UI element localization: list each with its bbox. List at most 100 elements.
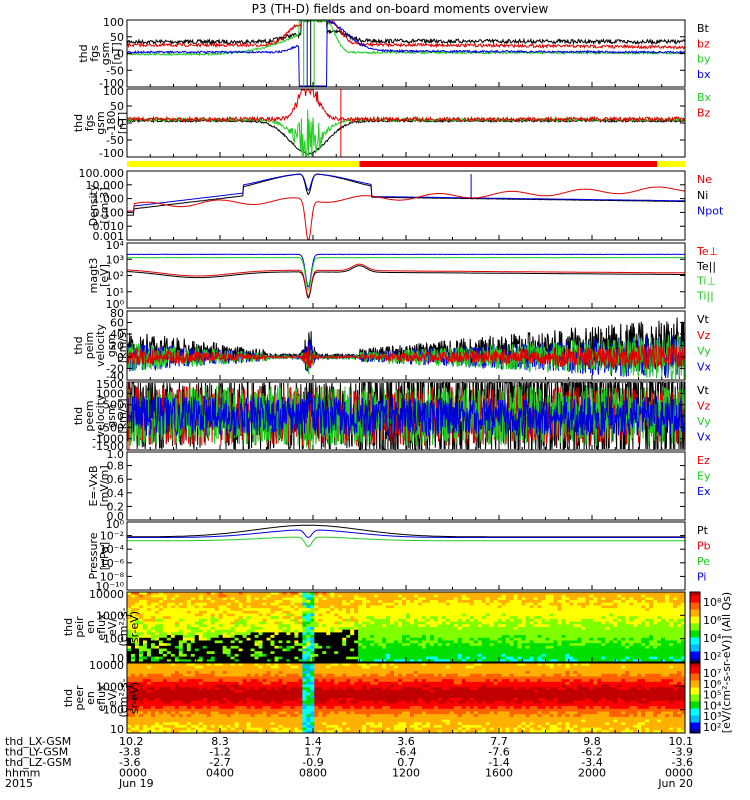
peir-cell [497, 597, 503, 601]
peir-cell [266, 618, 272, 623]
peir-cell [158, 632, 164, 636]
peir-cell [202, 600, 208, 604]
legend-entry: Ni [697, 189, 708, 202]
peir-cell [573, 624, 578, 628]
peir-cell [342, 653, 347, 658]
peir-cell [457, 613, 463, 617]
peir-cell [194, 621, 200, 625]
peir-cell [150, 597, 156, 601]
peer-cell [206, 706, 212, 710]
peir-cell [194, 594, 200, 598]
peir-cell [314, 632, 319, 636]
legend-entry: Te|| [696, 260, 716, 273]
peir-cell [581, 605, 586, 609]
peir-cell [417, 629, 423, 633]
peir-cell [629, 621, 634, 625]
peir-cell [653, 632, 658, 636]
peir-cell [146, 629, 152, 633]
peir-cell [681, 600, 685, 604]
peer-cell [166, 679, 172, 683]
peir-cell [386, 610, 391, 615]
peir-cell [306, 613, 311, 617]
peir-cell [274, 635, 280, 639]
peir-cell [469, 645, 475, 650]
peir-cell [202, 597, 208, 601]
peir-cell [437, 656, 443, 660]
peer-cell [210, 692, 216, 696]
y-tick-label: 100 [103, 16, 124, 29]
peer-cell [130, 703, 136, 707]
peir-cell [278, 651, 284, 655]
peir-cell [130, 605, 136, 609]
peir-cell [214, 610, 220, 615]
peir-cell [565, 618, 571, 623]
peir-cell [326, 629, 331, 633]
peir-cell [417, 659, 423, 662]
peir-cell [290, 629, 295, 633]
peir-cell [477, 637, 483, 642]
peir-cell [541, 640, 547, 644]
peir-cell [617, 597, 622, 601]
peir-cell [485, 629, 491, 633]
peer-cell [158, 687, 164, 691]
peer-cell [238, 708, 244, 713]
peir-cell [509, 608, 515, 612]
peir-cell [206, 608, 212, 612]
peir-cell [386, 653, 391, 658]
peir-cell [553, 600, 559, 604]
peer-cell [226, 724, 232, 729]
peir-cell [493, 600, 499, 604]
peir-cell [649, 643, 654, 647]
peir-cell [449, 651, 455, 655]
peir-cell [457, 624, 463, 628]
peir-cell [398, 635, 403, 639]
peir-cell [370, 643, 375, 647]
peir-cell [509, 610, 515, 615]
peer-cell [150, 695, 156, 699]
peir-cell [461, 645, 467, 650]
peir-cell [501, 600, 507, 604]
peir-cell [513, 648, 519, 652]
peir-cell [465, 643, 471, 647]
peir-cell [358, 594, 363, 598]
peir-cell [605, 610, 610, 615]
peir-cell [302, 653, 307, 658]
peir-cell [493, 656, 499, 660]
peir-cell [382, 592, 387, 596]
peir-cell [374, 613, 379, 617]
peir-cell [653, 629, 658, 633]
peir-cell [613, 627, 618, 631]
peir-cell [314, 621, 319, 625]
peir-cell [302, 632, 307, 636]
peir-cell [262, 621, 268, 625]
peer-cell [190, 668, 196, 672]
peir-cell [677, 608, 682, 612]
peer-cell [202, 679, 208, 683]
peir-cell [505, 643, 511, 647]
peir-cell [390, 592, 395, 596]
peir-cell [609, 608, 614, 612]
peir-cell [298, 600, 303, 604]
peer-cell [194, 711, 200, 715]
peir-cell [162, 616, 168, 620]
peir-cell [302, 637, 307, 642]
peir-cell [581, 659, 586, 662]
peir-cell [501, 637, 507, 642]
peir-cell [469, 624, 475, 628]
peir-cell [234, 635, 240, 639]
peir-cell [545, 613, 551, 617]
peer-cell [174, 692, 180, 696]
peir-cell [170, 627, 176, 631]
peir-cell [561, 640, 567, 644]
peer-cell [230, 708, 236, 713]
peir-cell [202, 648, 208, 652]
peir-cell [154, 616, 160, 620]
peir-cell [366, 616, 371, 620]
peir-cell [254, 635, 260, 639]
peir-cell [338, 635, 343, 639]
peir-cell [350, 621, 355, 625]
peir-cell [461, 651, 467, 655]
peir-cell [358, 624, 363, 628]
peir-cell [162, 645, 168, 650]
peir-cell [310, 618, 315, 623]
